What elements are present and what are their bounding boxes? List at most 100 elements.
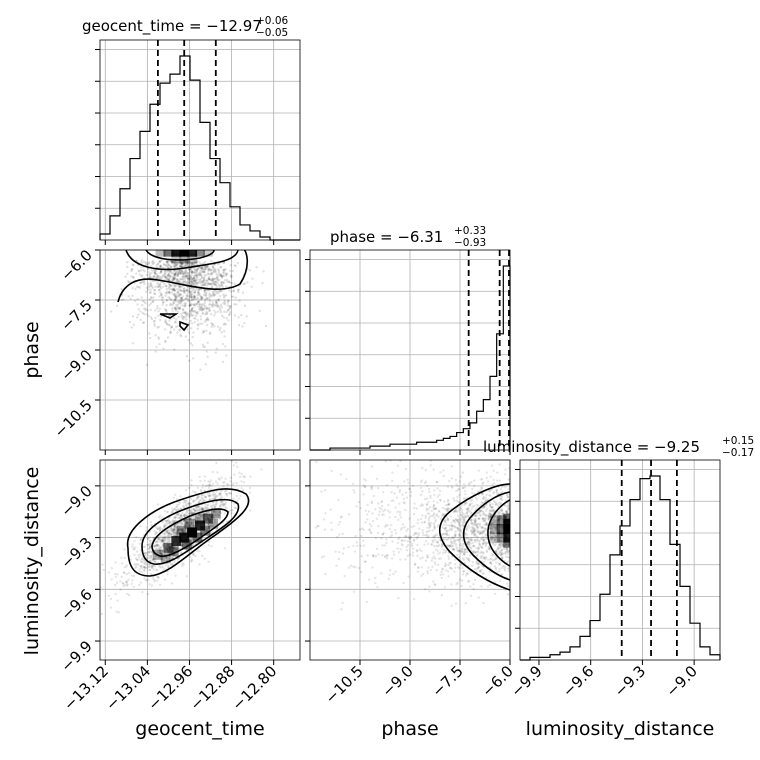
scatter-point [432, 500, 436, 503]
scatter-point [201, 311, 205, 314]
scatter-point [180, 286, 183, 289]
scatter-point [203, 260, 207, 264]
scatter-point [156, 274, 159, 278]
scatter-point [184, 520, 188, 523]
scatter-point [436, 541, 440, 544]
scatter-point [219, 289, 222, 293]
scatter-point [185, 575, 189, 578]
scatter-point [214, 301, 218, 304]
scatter-point [461, 573, 465, 576]
scatter-point [160, 296, 164, 299]
scatter-point [180, 272, 183, 275]
scatter-point [372, 494, 375, 498]
scatter-point [195, 268, 199, 272]
scatter-point [166, 530, 169, 533]
scatter-point [188, 278, 192, 281]
scatter-point [173, 289, 177, 292]
scatter-point [190, 270, 193, 273]
scatter-point [149, 283, 153, 286]
scatter-point [144, 562, 147, 566]
scatter-point [428, 585, 431, 588]
scatter-point [444, 569, 448, 572]
scatter-point [484, 514, 488, 518]
scatter-point [201, 498, 205, 501]
scatter-point [374, 536, 378, 540]
scatter-point [354, 565, 357, 569]
scatter-point [184, 273, 187, 276]
scatter-point [175, 260, 178, 264]
scatter-point [207, 275, 211, 279]
scatter-point [213, 495, 216, 499]
xtick-label-phase: −9.0 [378, 662, 416, 700]
scatter-point [492, 469, 496, 472]
scatter-point [172, 554, 176, 557]
scatter-point [201, 267, 204, 271]
scatter-point [149, 539, 152, 543]
scatter-point [487, 489, 491, 493]
scatter-point [142, 268, 145, 272]
scatter-point [163, 535, 166, 538]
scatter-point [154, 554, 158, 558]
scatter-point [191, 270, 194, 274]
scatter-point [115, 581, 119, 584]
scatter-point [439, 557, 443, 560]
scatter-point [504, 486, 507, 489]
scatter-point [201, 270, 205, 274]
scatter-point [212, 266, 215, 270]
scatter-point [464, 515, 467, 518]
scatter-point [225, 310, 228, 314]
scatter-point [203, 320, 207, 323]
scatter-point [335, 564, 338, 568]
scatter-point [179, 281, 183, 284]
scatter-point [127, 594, 131, 597]
scatter-point [234, 296, 237, 299]
scatter-point [362, 528, 366, 531]
scatter-point [433, 516, 436, 519]
scatter-point [192, 524, 195, 528]
scatter-point [163, 556, 166, 560]
scatter-point [187, 297, 190, 301]
scatter-point [211, 497, 214, 501]
scatter-point [199, 315, 202, 318]
scatter-point [215, 280, 218, 283]
scatter-point [353, 491, 356, 494]
scatter-point [192, 294, 196, 298]
scatter-point [192, 276, 196, 280]
scatter-point [431, 529, 434, 532]
scatter-point [209, 282, 213, 286]
scatter-point [461, 557, 465, 560]
scatter-point [384, 556, 387, 559]
scatter-point [156, 304, 159, 308]
scatter-point [472, 587, 475, 591]
scatter-point [164, 320, 168, 323]
scatter-point [165, 260, 169, 264]
scatter-point [159, 287, 163, 290]
scatter-point [187, 322, 190, 325]
scatter-point [169, 303, 172, 307]
scatter-point [155, 545, 159, 548]
scatter-point [122, 571, 126, 575]
scatter-point [215, 347, 219, 350]
scatter-point [166, 510, 170, 513]
scatter-point [190, 286, 193, 290]
scatter-point [137, 285, 140, 289]
scatter-point [157, 537, 160, 540]
scatter-point [471, 541, 474, 545]
scatter-point [210, 322, 213, 325]
scatter-point [199, 278, 202, 281]
title-phase: phase = −6.31 +0.33 −0.93 [330, 225, 486, 249]
scatter-point [177, 547, 180, 550]
scatter-point [224, 285, 228, 288]
scatter-point [183, 277, 187, 280]
scatter-point [183, 272, 186, 275]
scatter-point [330, 521, 333, 525]
scatter-point [210, 271, 213, 275]
scatter-point [454, 530, 457, 533]
scatter-point [173, 269, 177, 272]
scatter-point [125, 572, 128, 576]
scatter-point [173, 531, 177, 534]
scatter-point [417, 527, 421, 530]
scatter-point [204, 292, 207, 295]
scatter-point [224, 506, 227, 509]
scatter-point [148, 568, 151, 572]
